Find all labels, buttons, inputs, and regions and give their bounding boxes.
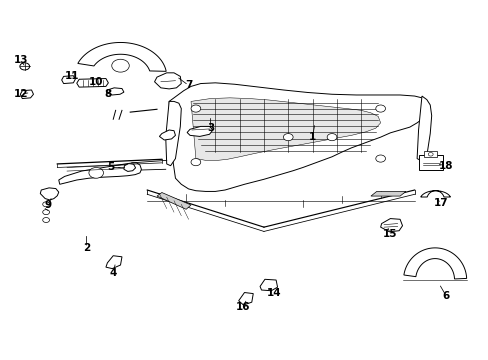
Text: 14: 14 [266,288,281,297]
Polygon shape [238,293,253,305]
Circle shape [42,217,49,222]
Text: 7: 7 [184,80,192,90]
Circle shape [20,63,30,70]
Polygon shape [20,90,33,99]
Circle shape [42,202,49,207]
Polygon shape [154,73,181,89]
Circle shape [283,134,292,141]
Text: 18: 18 [438,161,452,171]
Polygon shape [123,163,135,171]
FancyBboxPatch shape [418,156,443,170]
Polygon shape [59,163,141,184]
Polygon shape [157,193,191,209]
Circle shape [427,153,432,156]
Polygon shape [78,42,166,71]
Circle shape [42,210,49,215]
Polygon shape [370,192,405,196]
Circle shape [375,155,385,162]
Polygon shape [420,191,449,197]
Text: 5: 5 [107,162,114,172]
Polygon shape [416,96,431,160]
Circle shape [191,105,201,112]
Text: 9: 9 [44,200,51,210]
Polygon shape [40,188,59,200]
Polygon shape [165,102,181,166]
Polygon shape [159,130,175,140]
Polygon shape [187,126,212,136]
Polygon shape [106,256,122,269]
Text: 4: 4 [109,268,117,278]
Polygon shape [169,83,428,192]
Polygon shape [77,78,108,87]
Polygon shape [106,88,123,95]
Circle shape [89,167,103,178]
Text: 1: 1 [308,132,316,142]
Polygon shape [61,76,75,84]
Polygon shape [260,279,277,291]
FancyBboxPatch shape [424,152,436,157]
Circle shape [112,59,129,72]
Text: 17: 17 [433,198,448,208]
Text: 11: 11 [64,71,79,81]
Polygon shape [191,98,380,160]
Text: 13: 13 [14,55,28,65]
Text: 12: 12 [14,89,28,99]
Text: 2: 2 [82,243,90,253]
Text: 15: 15 [382,229,397,239]
Text: 16: 16 [236,302,250,312]
Text: 6: 6 [442,291,449,301]
Polygon shape [403,248,466,279]
Circle shape [326,134,336,141]
Polygon shape [380,219,402,232]
Text: 8: 8 [104,89,112,99]
Text: 3: 3 [206,123,214,133]
Circle shape [375,105,385,112]
Text: 10: 10 [89,77,103,87]
Circle shape [191,158,201,166]
